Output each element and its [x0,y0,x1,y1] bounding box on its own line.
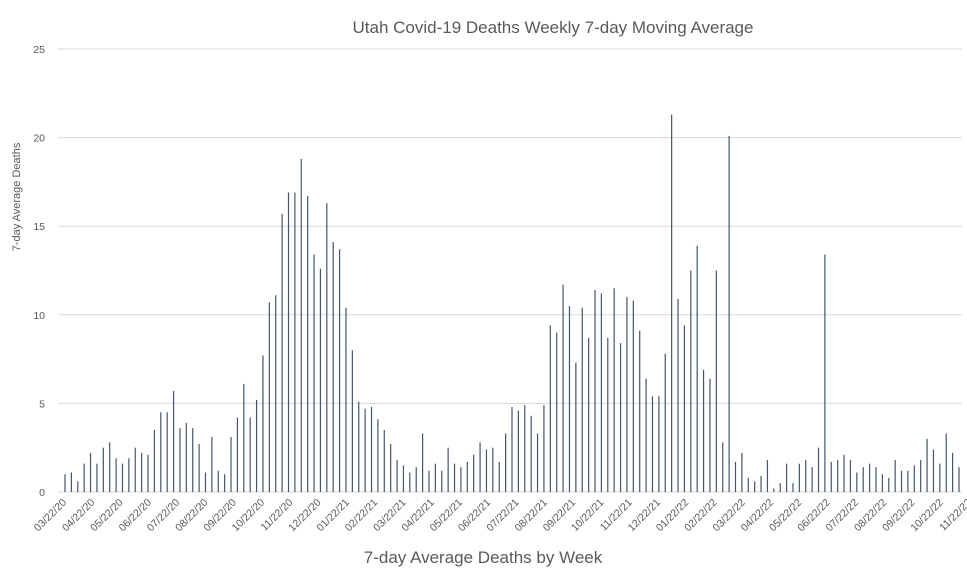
y-tick-label: 25 [33,44,45,56]
y-tick-label: 10 [33,310,45,322]
y-axis-ticks: 0 5 10 15 20 25 [33,44,45,499]
y-tick-label: 5 [39,398,45,410]
x-axis-ticks: 03/22/2004/22/2005/22/2006/22/2007/22/20… [32,497,967,535]
y-tick-label: 20 [33,133,45,145]
chart-title: Utah Covid-19 Deaths Weekly 7-day Moving… [353,18,754,37]
y-axis-title: 7-day Average Deaths [11,142,23,251]
y-tick-label: 0 [39,487,45,499]
x-axis-title: 7-day Average Deaths by Week [364,548,603,567]
grid-layer [58,48,962,493]
data-series [64,114,960,492]
y-tick-label: 15 [33,221,45,233]
